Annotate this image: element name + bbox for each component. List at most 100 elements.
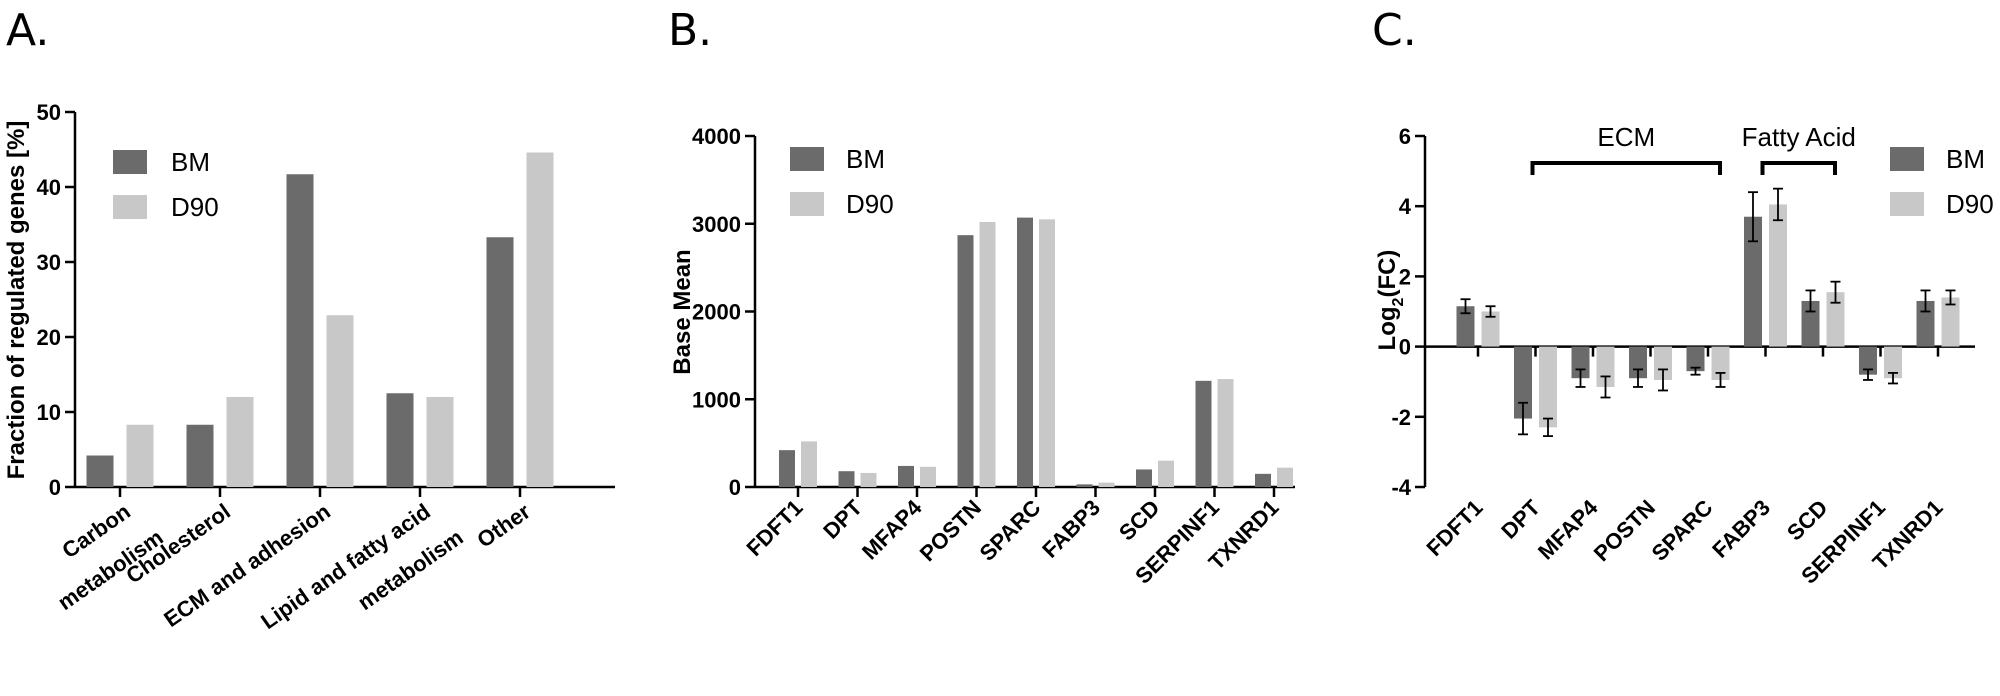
bar-bm <box>1744 216 1762 347</box>
y-tick-label: 4 <box>1399 194 1412 219</box>
y-tick-label: 30 <box>37 250 61 275</box>
category-label: SPARC <box>1647 495 1718 566</box>
bar-bm <box>838 471 855 487</box>
legend-label-d90: D90 <box>1946 189 1994 219</box>
y-tick-label: 10 <box>37 400 61 425</box>
y-tick-label: 50 <box>37 100 61 125</box>
legend-label-d90: D90 <box>171 192 219 222</box>
bar-bm <box>779 450 795 487</box>
bar-d90 <box>979 221 996 487</box>
bar-d90 <box>801 441 817 487</box>
bar-d90 <box>1217 379 1234 487</box>
y-tick-label: 1000 <box>692 387 741 412</box>
bar-bm <box>1686 346 1705 372</box>
bar-bm <box>286 174 314 487</box>
panel-label: A. <box>6 5 49 56</box>
y-tick-label: 3000 <box>692 212 741 237</box>
y-tick-label: -2 <box>1391 405 1411 430</box>
bar-bm <box>486 237 514 487</box>
y-axis-label: Fraction of regulated genes [%] <box>3 121 30 480</box>
bar-d90 <box>326 315 354 487</box>
bar-d90 <box>1277 467 1293 487</box>
y-tick-label: -4 <box>1391 475 1411 500</box>
legend-swatch-bm <box>1890 147 1924 171</box>
bar-d90 <box>860 472 877 487</box>
panel-label: B. <box>668 5 712 56</box>
bar-bm <box>1076 484 1093 487</box>
y-tick-label: 4000 <box>692 124 741 149</box>
bar-d90 <box>1826 292 1845 347</box>
bar-d90 <box>126 424 154 487</box>
category-label: SPARC <box>975 495 1046 566</box>
category-label: FABP3 <box>1037 495 1105 563</box>
category-label: DPT <box>1496 494 1545 543</box>
y-tick-label: 20 <box>37 325 61 350</box>
legend-swatch-d90 <box>790 192 824 216</box>
bar-d90 <box>1711 346 1730 380</box>
legend-swatch-d90 <box>1890 192 1924 216</box>
y-tick-label: 6 <box>1399 124 1411 149</box>
bar-d90 <box>1654 346 1672 380</box>
category-label: Other <box>472 498 535 552</box>
bracket-label: ECM <box>1597 122 1655 152</box>
category-label: MFAP4 <box>857 494 927 564</box>
bracket-fatty-acid: Fatty Acid <box>1742 122 1856 175</box>
legend-swatch-d90 <box>113 195 147 219</box>
category-label: POSTN <box>1589 495 1660 566</box>
bar-d90 <box>1769 204 1787 347</box>
bar-d90 <box>1158 460 1174 487</box>
panel-a: A. 0 10 20 30 40 50 Fraction of regulated genes… <box>3 5 615 667</box>
bar-bm <box>86 455 114 487</box>
y-axis-label: Log2(FC) <box>1374 250 1407 351</box>
bar-d90 <box>920 466 936 487</box>
category-label: Lipid and fatty acidmetabolism <box>256 492 467 667</box>
y-tick-label: 0 <box>49 475 61 500</box>
bar-d90 <box>226 397 254 487</box>
category-label: FDFT1 <box>1421 495 1487 561</box>
legend-label-bm: BM <box>1946 144 1985 174</box>
category-label: POSTN <box>915 495 986 566</box>
y-tick-label: 2 <box>1399 264 1411 289</box>
bar-d90 <box>1098 482 1115 487</box>
bar-d90 <box>526 152 554 487</box>
category-label: FABP3 <box>1707 495 1775 563</box>
bar-d90 <box>1539 346 1557 428</box>
bracket-ecm: ECM <box>1530 122 1722 175</box>
bar-d90 <box>1039 219 1055 488</box>
legend-label-d90: D90 <box>846 189 894 219</box>
category-label: MFAP4 <box>1533 494 1603 564</box>
bar-bm <box>1195 380 1212 487</box>
panel-c: C. -4 -2 0 2 4 6 Log2(FC) FDFT1 DPTMFAP4POSTNSPAR… <box>1372 5 1994 589</box>
legend-label-bm: BM <box>171 147 210 177</box>
legend-label-bm: BM <box>846 144 885 174</box>
bracket-label: Fatty Acid <box>1742 122 1856 152</box>
bar-bm <box>1255 473 1271 487</box>
y-tick-label: 0 <box>1399 335 1411 360</box>
bar-bm <box>1514 346 1532 419</box>
legend-swatch-bm <box>790 147 824 171</box>
bar-d90 <box>1884 346 1902 379</box>
legend-swatch-bm <box>113 150 147 174</box>
bar-bm <box>898 465 914 487</box>
y-tick-label: 2000 <box>692 300 741 325</box>
category-label: ECM and adhesion <box>159 499 335 632</box>
bar-bm <box>186 424 214 487</box>
bar-bm <box>1017 217 1033 488</box>
bracket-line <box>1530 161 1722 175</box>
bar-bm <box>386 393 414 487</box>
y-tick-label: 40 <box>37 175 61 200</box>
bracket-line <box>1760 161 1837 175</box>
panel-b: B. 0 1000 2000 3000 4000 Base Mean FDFT1 DPTMFAP… <box>668 5 1295 589</box>
category-label: FDFT1 <box>741 495 807 561</box>
category-label: SCD <box>1782 495 1833 546</box>
category-label: SCD <box>1114 495 1165 546</box>
category-label: DPT <box>818 494 867 543</box>
y-axis-label: Base Mean <box>669 249 696 374</box>
bar-bm <box>1859 346 1877 375</box>
bar-bm <box>1456 306 1475 347</box>
bar-d90 <box>1481 311 1500 347</box>
y-tick-label: 0 <box>729 475 741 500</box>
bar-d90 <box>426 397 454 487</box>
panel-label: C. <box>1372 5 1417 56</box>
